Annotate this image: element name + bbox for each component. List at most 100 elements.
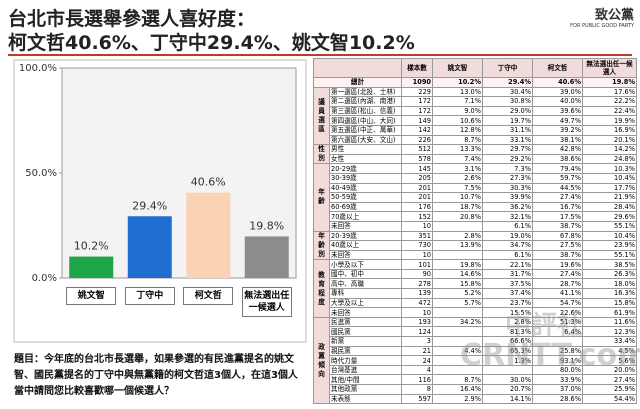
title-line: 台北市長選舉參選人喜好度： — [8, 8, 256, 30]
row-label: 新黨 — [329, 336, 402, 347]
row-label: 第二選區(內湖、南港) — [329, 96, 402, 107]
cell: 226 — [401, 134, 433, 146]
cell: 27.3% — [482, 172, 533, 184]
row: 議員選區 第一選區(北投、士林) 229 13.0% 30.4% 39.0% 17.6% — [313, 86, 637, 146]
group-label: 性別 — [313, 144, 330, 165]
row: 40-49歲 201 7.5% 30.3% 44.5% 17.7% — [314, 182, 637, 194]
cell: 22.2% — [582, 96, 637, 107]
row-label: 未回答 — [329, 307, 402, 318]
cell: 19.7% — [482, 115, 533, 126]
cell — [432, 307, 483, 318]
cell: 18.0% — [582, 278, 637, 290]
total-row: 總計 1090 10.2% 29.4% 40.6% 19.8% — [313, 77, 637, 88]
row-label: 台灣基進 — [329, 364, 402, 376]
row-label: 小學及以下 — [329, 259, 402, 270]
cell: 41.1% — [532, 288, 583, 299]
y-tick-label: 0.0% — [32, 273, 57, 284]
cell: 2.8% — [432, 230, 483, 242]
cell: 18.7% — [432, 201, 483, 213]
cell: 116 — [401, 374, 433, 385]
row-label: 國民黨 — [329, 326, 402, 338]
cell: 54.4% — [582, 393, 637, 405]
row: 未回答 10 6.1% 38.7% 55.1% — [314, 220, 637, 232]
row-label: 女性 — [329, 153, 402, 165]
row-label: 總計 — [313, 77, 402, 88]
header-row: 樣本數 姚文智 丁守中 柯文哲 無法選出任一候選人 — [313, 58, 637, 78]
cell: 39.9% — [482, 192, 533, 203]
cell: 33.1% — [482, 134, 533, 146]
watermark: 中評社 — [505, 311, 584, 341]
cell: 61.9% — [582, 307, 637, 318]
value-label: 40.6% — [191, 176, 226, 189]
column-header: 柯文哲 — [532, 58, 583, 78]
title-line: 柯文哲40.6%、丁守中29.4%、姚文智10.2% — [8, 32, 415, 54]
row: 60-69歲 176 18.7% 36.2% 16.7% 28.4% — [314, 201, 637, 213]
group-label: 政黨傾向 — [313, 316, 330, 405]
cell: 29.4% — [482, 77, 533, 88]
row: 新黨 3 66.6% 33.4% — [314, 336, 637, 347]
cell: 38.6% — [532, 153, 583, 165]
cell — [432, 220, 483, 232]
row: 70歲以上 152 20.8% 32.1% 17.5% 29.6% — [314, 211, 637, 222]
cell: 176 — [401, 201, 433, 213]
column-header: 姚文智 — [432, 58, 483, 78]
row: 教育程度 小學及以下 101 19.8% 22.1% 19.6% 38.5% — [313, 259, 637, 318]
cell: 16.4% — [432, 384, 483, 395]
cell: 10.6% — [432, 115, 483, 126]
cell: 67.8% — [532, 230, 583, 242]
cell: 21.9% — [582, 192, 637, 203]
cell: 17.5% — [532, 211, 583, 222]
row: 女性 578 7.4% 29.2% 38.6% 24.8% — [314, 153, 637, 165]
row: 其他/中間 116 8.7% 30.0% 33.9% 27.4% — [314, 374, 637, 385]
row: 國民黨 124 81.3% 6.4% 12.3% — [314, 326, 637, 338]
row: 性別 男性 512 13.3% 29.7% 42.8% 14.2% — [313, 144, 637, 165]
column-header: 丁守中 — [482, 58, 533, 78]
cell: 172 — [401, 96, 433, 107]
question-label: 題目： — [14, 354, 44, 365]
cell: 17.6% — [582, 86, 637, 98]
cell: 730 — [401, 240, 433, 251]
cell: 22.1% — [482, 259, 533, 270]
cell: 8.7% — [432, 134, 483, 146]
cell: 14.2% — [582, 144, 637, 155]
row-label: 40歲以上 — [329, 240, 402, 251]
cell: 37.4% — [482, 288, 533, 299]
cell: 19.6% — [532, 259, 583, 270]
row-label: 未表態 — [329, 393, 402, 405]
cell: 49.7% — [532, 115, 583, 126]
cell: 15.8% — [582, 297, 637, 309]
cell: 14.1% — [482, 393, 533, 405]
cell: 40.6% — [532, 77, 583, 88]
logo: 致公黨 FOR PUBLIC GOOD PARTY — [570, 4, 634, 29]
cell: 10 — [401, 249, 433, 261]
cell: 13.3% — [432, 144, 483, 155]
row-label: 第一選區(北投、士林) — [329, 86, 402, 98]
cell: 24.8% — [582, 153, 637, 165]
cell: 5.7% — [432, 297, 483, 309]
cell: 10.7% — [432, 192, 483, 203]
cell: 37.0% — [532, 384, 583, 395]
bar — [186, 192, 231, 278]
row: 第四選區(中山、大同) 149 10.6% 19.7% 49.7% 19.9% — [314, 115, 637, 126]
cell: 21 — [401, 345, 433, 357]
cell: 34.2% — [432, 316, 483, 328]
x-tick-label: 姚文智 — [66, 287, 117, 305]
cell: 55.1% — [582, 220, 637, 232]
row-label: 第六選區(大安、文山) — [329, 134, 402, 146]
row: 時代力量 24 1.3% 93.1% 5.6% — [314, 355, 637, 366]
cell: 59.7% — [532, 172, 583, 184]
cell: 7.4% — [432, 153, 483, 165]
cell: 6.1% — [482, 249, 533, 261]
cell: 152 — [401, 211, 433, 222]
row-label: 其他/中間 — [329, 374, 402, 385]
row: 年齡別 20-39歲 351 2.8% 19.0% 67.8% 10.4% — [313, 230, 637, 261]
cell: 15.8% — [432, 278, 483, 290]
cell: 19.8% — [432, 259, 483, 270]
cell: 229 — [401, 86, 433, 98]
cell: 19.0% — [482, 230, 533, 242]
bar — [127, 216, 172, 278]
row: 第五選區(中正、萬華) 142 12.8% 31.1% 39.2% 16.9% — [314, 124, 637, 136]
cell: 3.1% — [432, 163, 483, 174]
cell: 6.1% — [482, 220, 533, 232]
